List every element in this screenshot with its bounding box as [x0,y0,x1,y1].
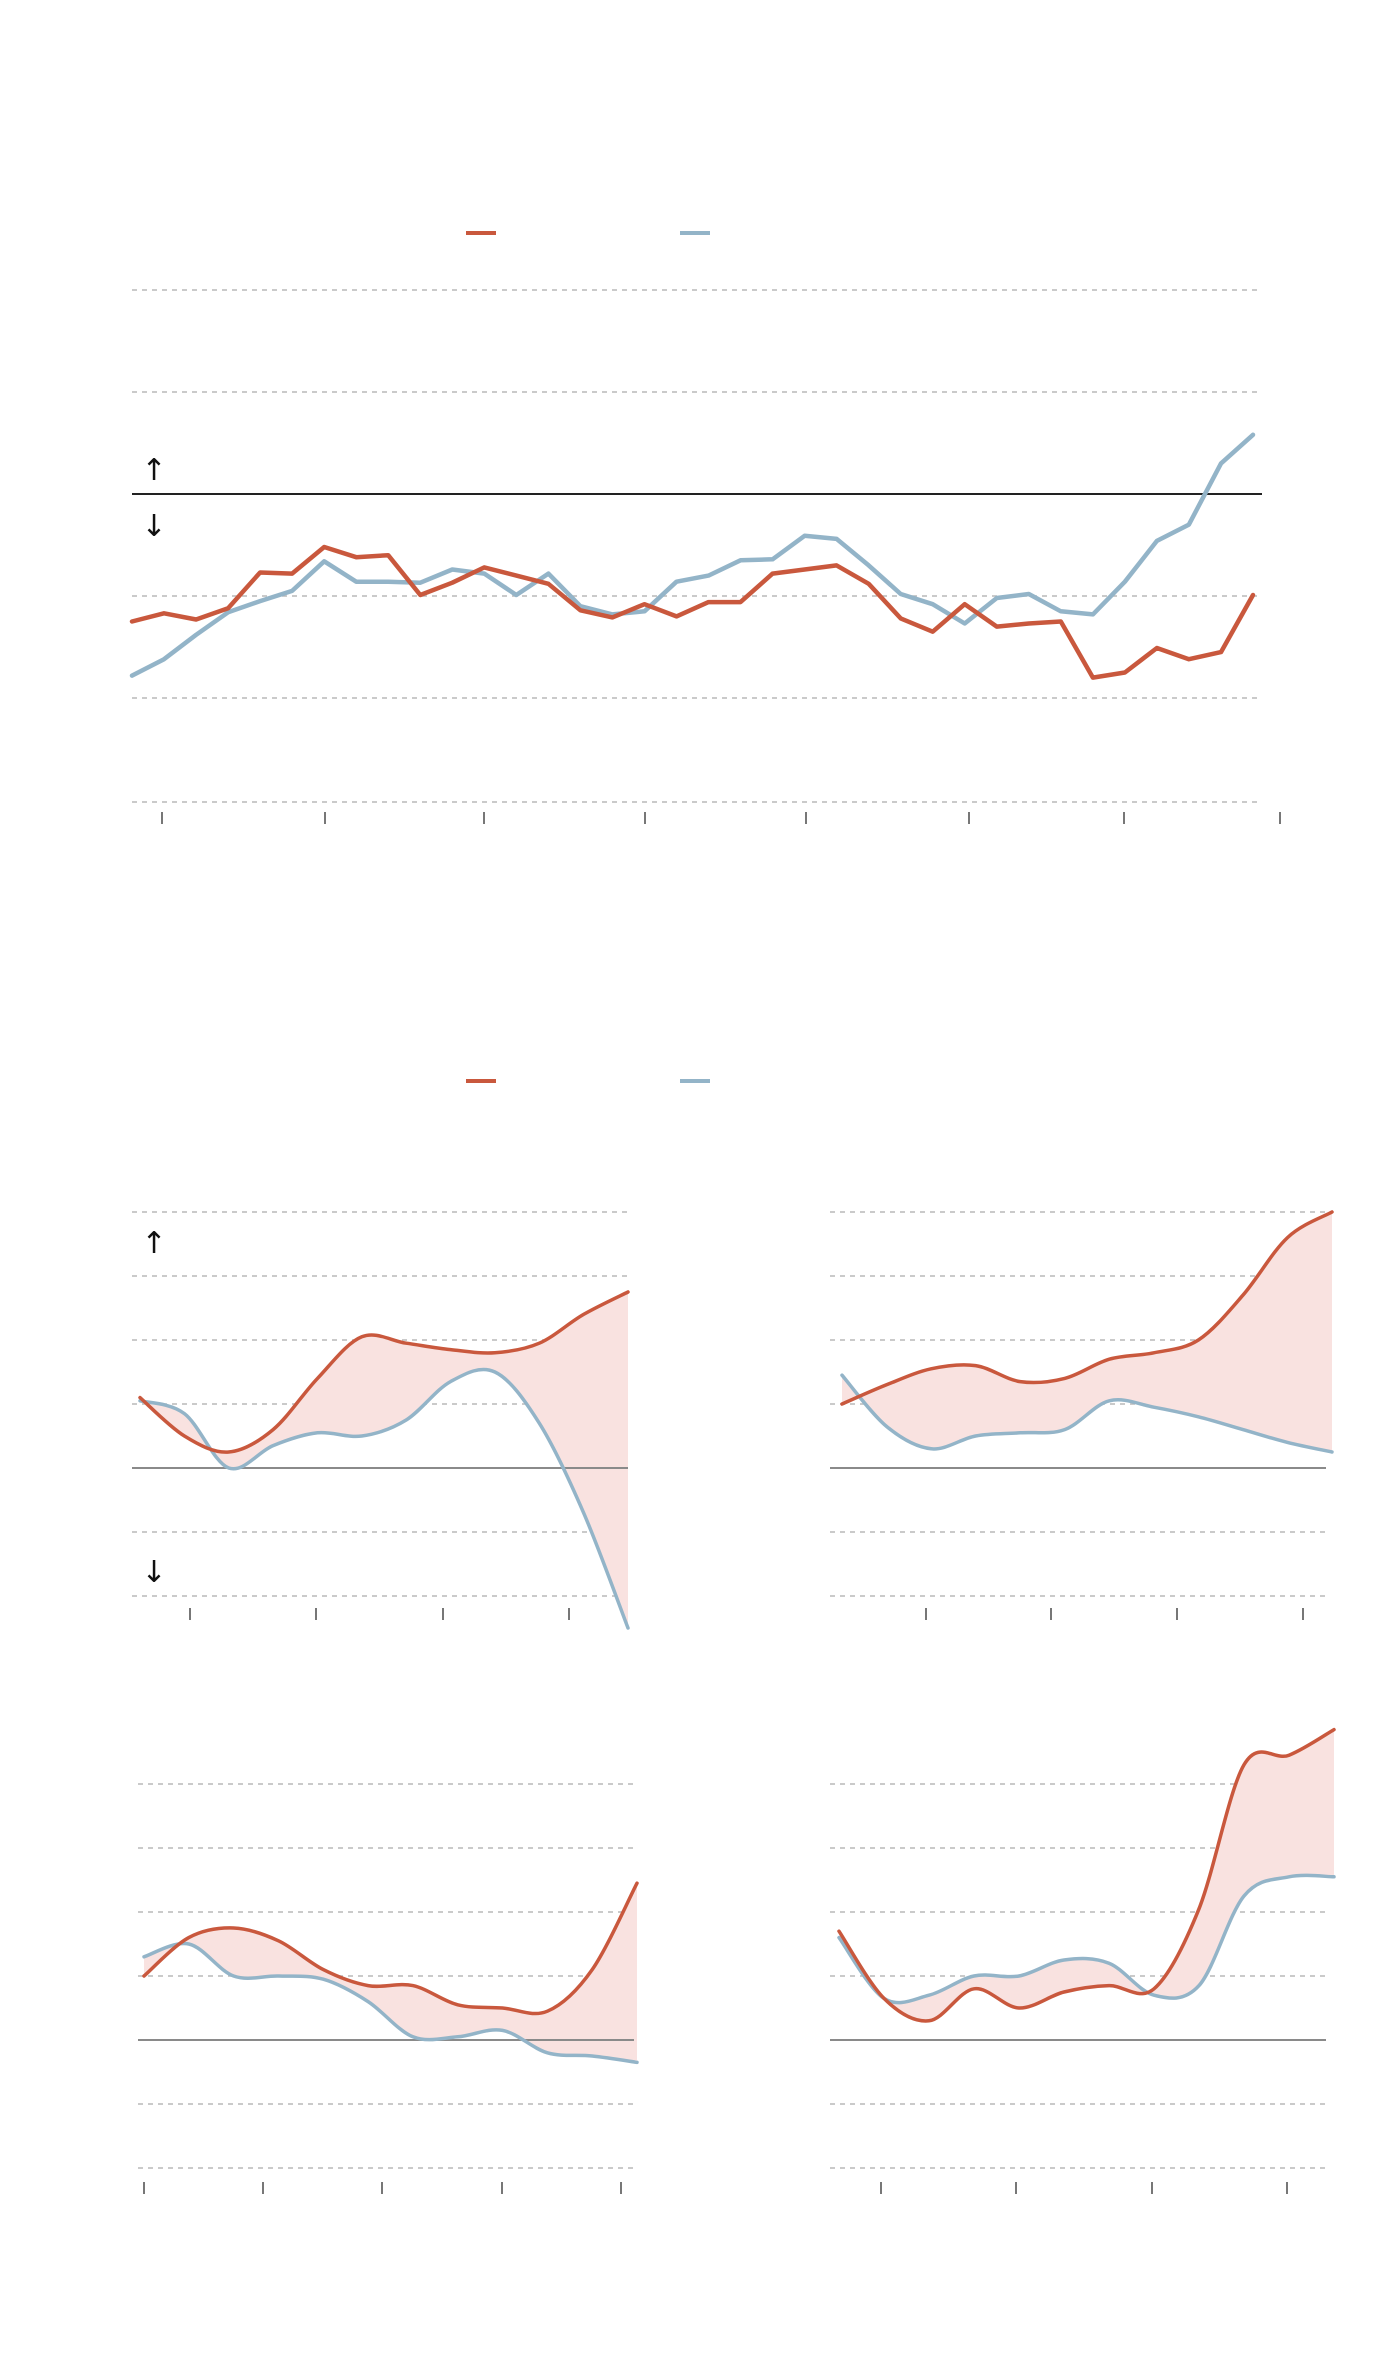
series-a-line [138,1290,630,1454]
series-b-line [840,1373,1334,1454]
chart-panel-1: ↑↓ [129,289,1281,824]
series-a-line [129,544,1256,680]
chart-panel-2: ↑↓ [132,1211,630,1630]
series-b-line [129,432,1256,678]
arrow-down-icon: ↓ [141,1555,166,1590]
arrow-down-icon: ↓ [141,509,166,544]
arrow-up-icon: ↑ [141,1226,166,1261]
chart-panel-5 [830,1727,1336,2194]
series-b-line [142,1941,639,2065]
series-b-line [837,1873,1336,2005]
series-a-line [840,1210,1334,1406]
arrow-up-icon: ↑ [141,453,166,488]
gap-area [839,1729,1334,2021]
chart-panel-3 [830,1210,1334,1620]
series-b-line [138,1367,630,1630]
series-a-line [142,1881,639,2016]
gap-area [842,1212,1332,1452]
gap-area [140,1292,628,1628]
chart-panel-4 [138,1783,639,2194]
series-a-line [837,1727,1336,2023]
gap-area [144,1883,637,2063]
